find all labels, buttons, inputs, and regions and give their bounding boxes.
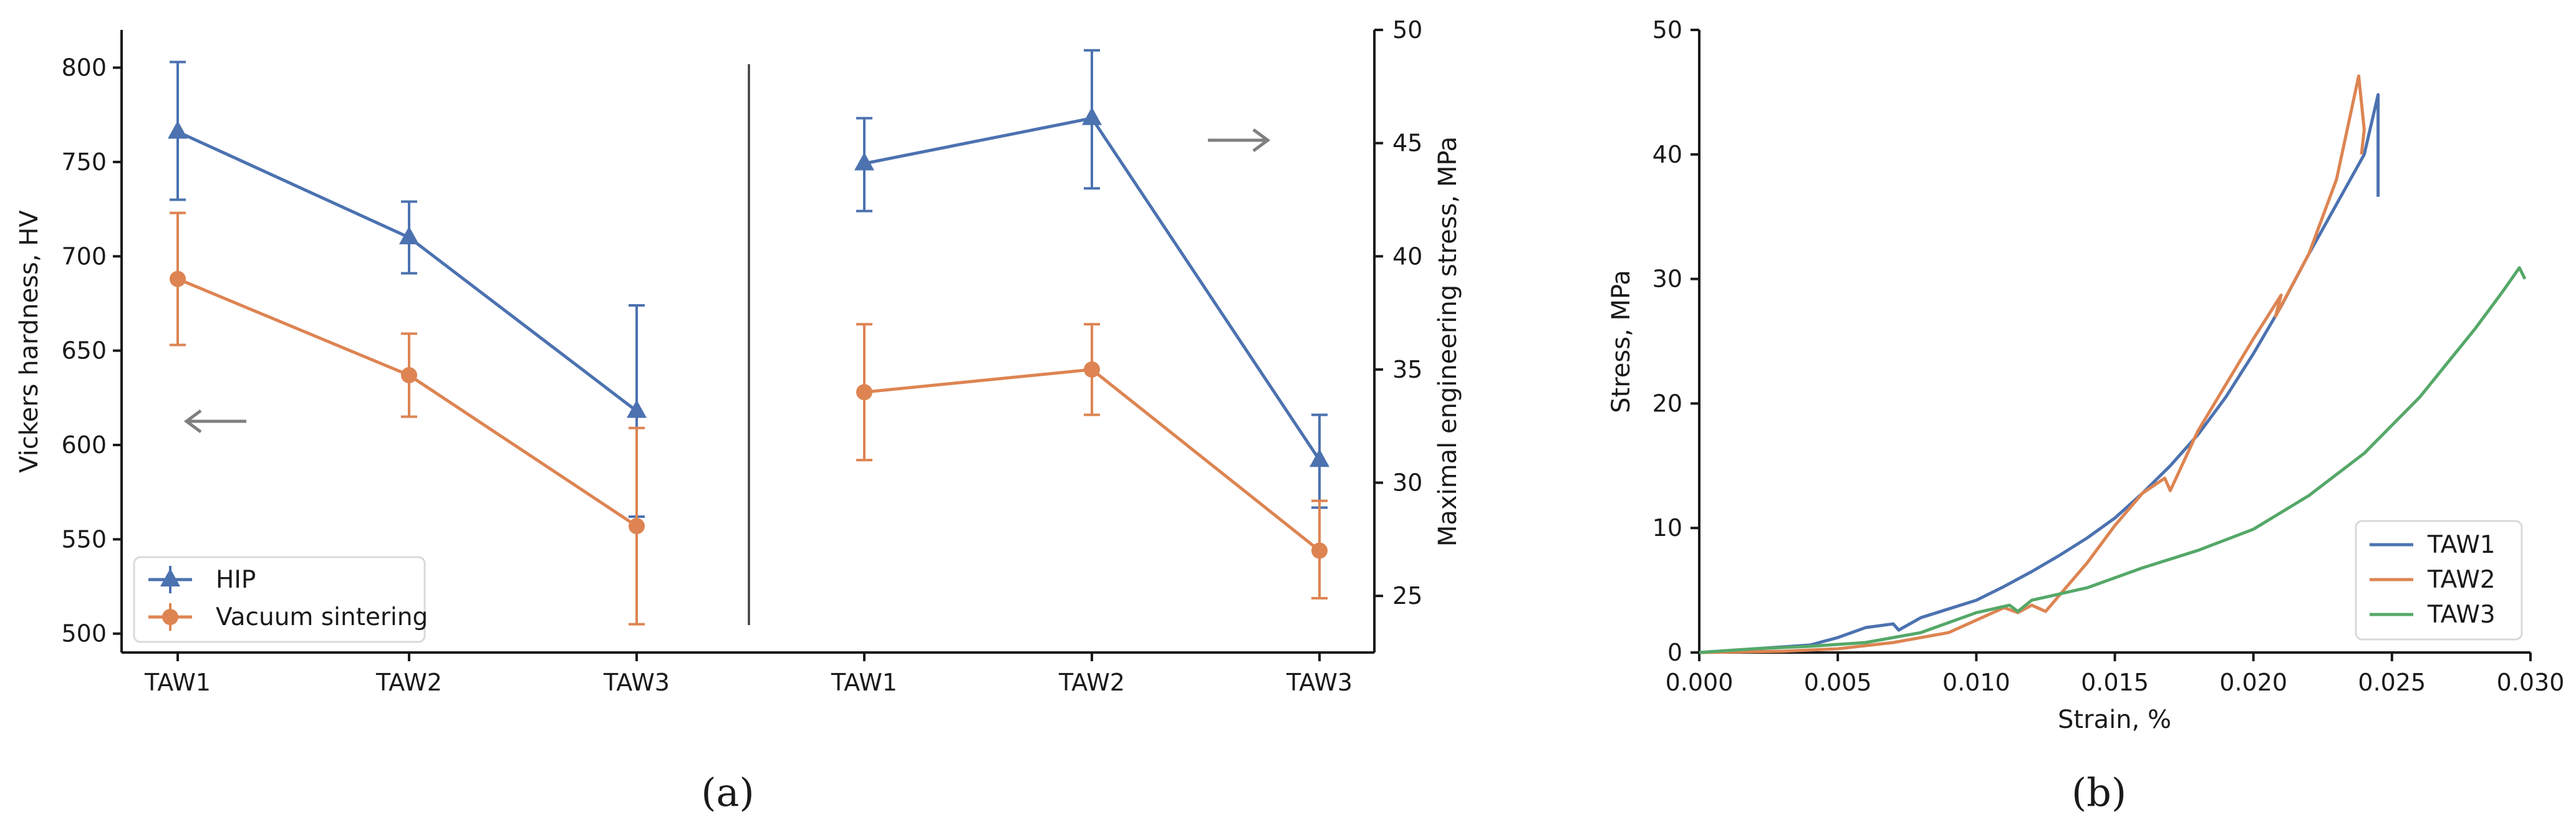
series-vacuum-sintering bbox=[170, 211, 645, 626]
panel-b-chart: 0 10 20 30 40 50 0.000 0.005 0.010 0.015 0.020 0.0… bbox=[1607, 16, 2564, 815]
data-point bbox=[168, 120, 188, 139]
series-hip bbox=[168, 60, 647, 519]
legend-label: HIP bbox=[216, 566, 256, 594]
series-hip bbox=[854, 49, 1329, 509]
data-point bbox=[1311, 542, 1328, 559]
b-legend-label: TAW2 bbox=[2427, 566, 2496, 594]
data-point bbox=[854, 152, 874, 171]
b-legend-label: TAW1 bbox=[2427, 531, 2496, 559]
left-y-axis-label: Vickers hardness, HV bbox=[15, 210, 44, 473]
b-x-tick-label: 0.025 bbox=[2358, 669, 2426, 696]
b-y-tick-label: 50 bbox=[1652, 16, 1682, 44]
right-y-tick-label: 25 bbox=[1392, 582, 1422, 610]
legend-marker bbox=[160, 568, 180, 586]
data-point bbox=[401, 366, 417, 383]
right-y-tick-label: 35 bbox=[1392, 356, 1422, 383]
b-y-tick-label: 30 bbox=[1652, 265, 1682, 293]
b-legend-entry: TAW3 bbox=[2370, 601, 2496, 629]
x-tick-label: TAW3 bbox=[603, 669, 670, 696]
b-legend-box bbox=[2355, 520, 2523, 641]
data-point bbox=[629, 518, 645, 535]
data-point bbox=[1084, 361, 1100, 378]
left-y-tick-label: 750 bbox=[61, 148, 107, 176]
b-x-axis-label: Strain, % bbox=[2058, 705, 2171, 734]
b-x-tick-label: 0.020 bbox=[2219, 669, 2287, 696]
left-arrow-icon bbox=[183, 409, 246, 434]
legend-entry: HIP bbox=[148, 566, 256, 594]
panel-a-chart: 500 550 600 650 700 750 800 25 30 35 40 45 50 TAW1 T… bbox=[15, 16, 1462, 815]
panel-b-caption: (b) bbox=[2072, 770, 2126, 815]
b-legend-entry: TAW2 bbox=[2370, 566, 2496, 594]
b-y-axis-label: Stress, MPa bbox=[1607, 270, 1636, 413]
series-vacuum-sintering bbox=[856, 323, 1328, 600]
data-point bbox=[1310, 449, 1329, 467]
right-y-tick-label: 30 bbox=[1392, 469, 1422, 497]
left-y-tick-label: 500 bbox=[61, 620, 107, 648]
b-x-tick-label: 0.030 bbox=[2497, 669, 2565, 696]
b-legend-label: TAW3 bbox=[2427, 601, 2496, 629]
legend: HIP Vacuum sintering bbox=[133, 556, 428, 643]
right-y-tick-label: 50 bbox=[1392, 16, 1422, 44]
panel-a-caption: (a) bbox=[701, 770, 754, 815]
left-y-tick-label: 600 bbox=[61, 431, 107, 459]
curve-taw1 bbox=[1699, 93, 2380, 654]
b-y-tick-label: 20 bbox=[1652, 390, 1682, 417]
left-y-tick-label: 550 bbox=[61, 525, 107, 553]
data-point bbox=[1082, 107, 1102, 125]
x-tick-label: TAW1 bbox=[144, 669, 211, 696]
data-point bbox=[170, 270, 186, 287]
curve-taw2 bbox=[1699, 74, 2366, 654]
left-y-tick-label: 650 bbox=[61, 337, 107, 365]
right-y-tick-label: 40 bbox=[1392, 242, 1422, 270]
x-tick-label: TAW3 bbox=[1286, 669, 1353, 696]
b-legend: TAW1 TAW2 TAW3 bbox=[2355, 520, 2523, 641]
legend-box bbox=[133, 556, 426, 643]
b-legend-entry: TAW1 bbox=[2370, 531, 2496, 559]
b-x-tick-label: 0.015 bbox=[2081, 669, 2149, 696]
b-y-tick-label: 0 bbox=[1667, 639, 1682, 666]
right-y-tick-label: 45 bbox=[1392, 130, 1422, 157]
x-tick-label: TAW2 bbox=[375, 669, 442, 696]
right-y-axis-label: Maximal engineering stress, MPa bbox=[1434, 136, 1462, 547]
b-y-tick-label: 40 bbox=[1652, 141, 1682, 168]
curve-taw3 bbox=[1699, 266, 2527, 654]
data-point bbox=[399, 226, 419, 244]
x-tick-label: TAW1 bbox=[831, 669, 897, 696]
b-y-tick-label: 10 bbox=[1652, 514, 1682, 542]
b-x-tick-label: 0.005 bbox=[1804, 669, 1872, 696]
b-x-tick-label: 0.010 bbox=[1942, 669, 2010, 696]
legend-entry: Vacuum sintering bbox=[148, 603, 428, 631]
b-x-tick-label: 0.000 bbox=[1666, 669, 1734, 696]
data-point bbox=[856, 384, 872, 401]
x-tick-label: TAW2 bbox=[1058, 669, 1125, 696]
legend-marker bbox=[162, 609, 178, 625]
left-y-tick-label: 700 bbox=[61, 242, 107, 270]
left-y-tick-label: 800 bbox=[61, 54, 107, 82]
right-arrow-icon bbox=[1208, 128, 1271, 153]
legend-label: Vacuum sintering bbox=[216, 603, 428, 631]
data-point bbox=[627, 399, 647, 418]
series-line bbox=[177, 277, 638, 528]
